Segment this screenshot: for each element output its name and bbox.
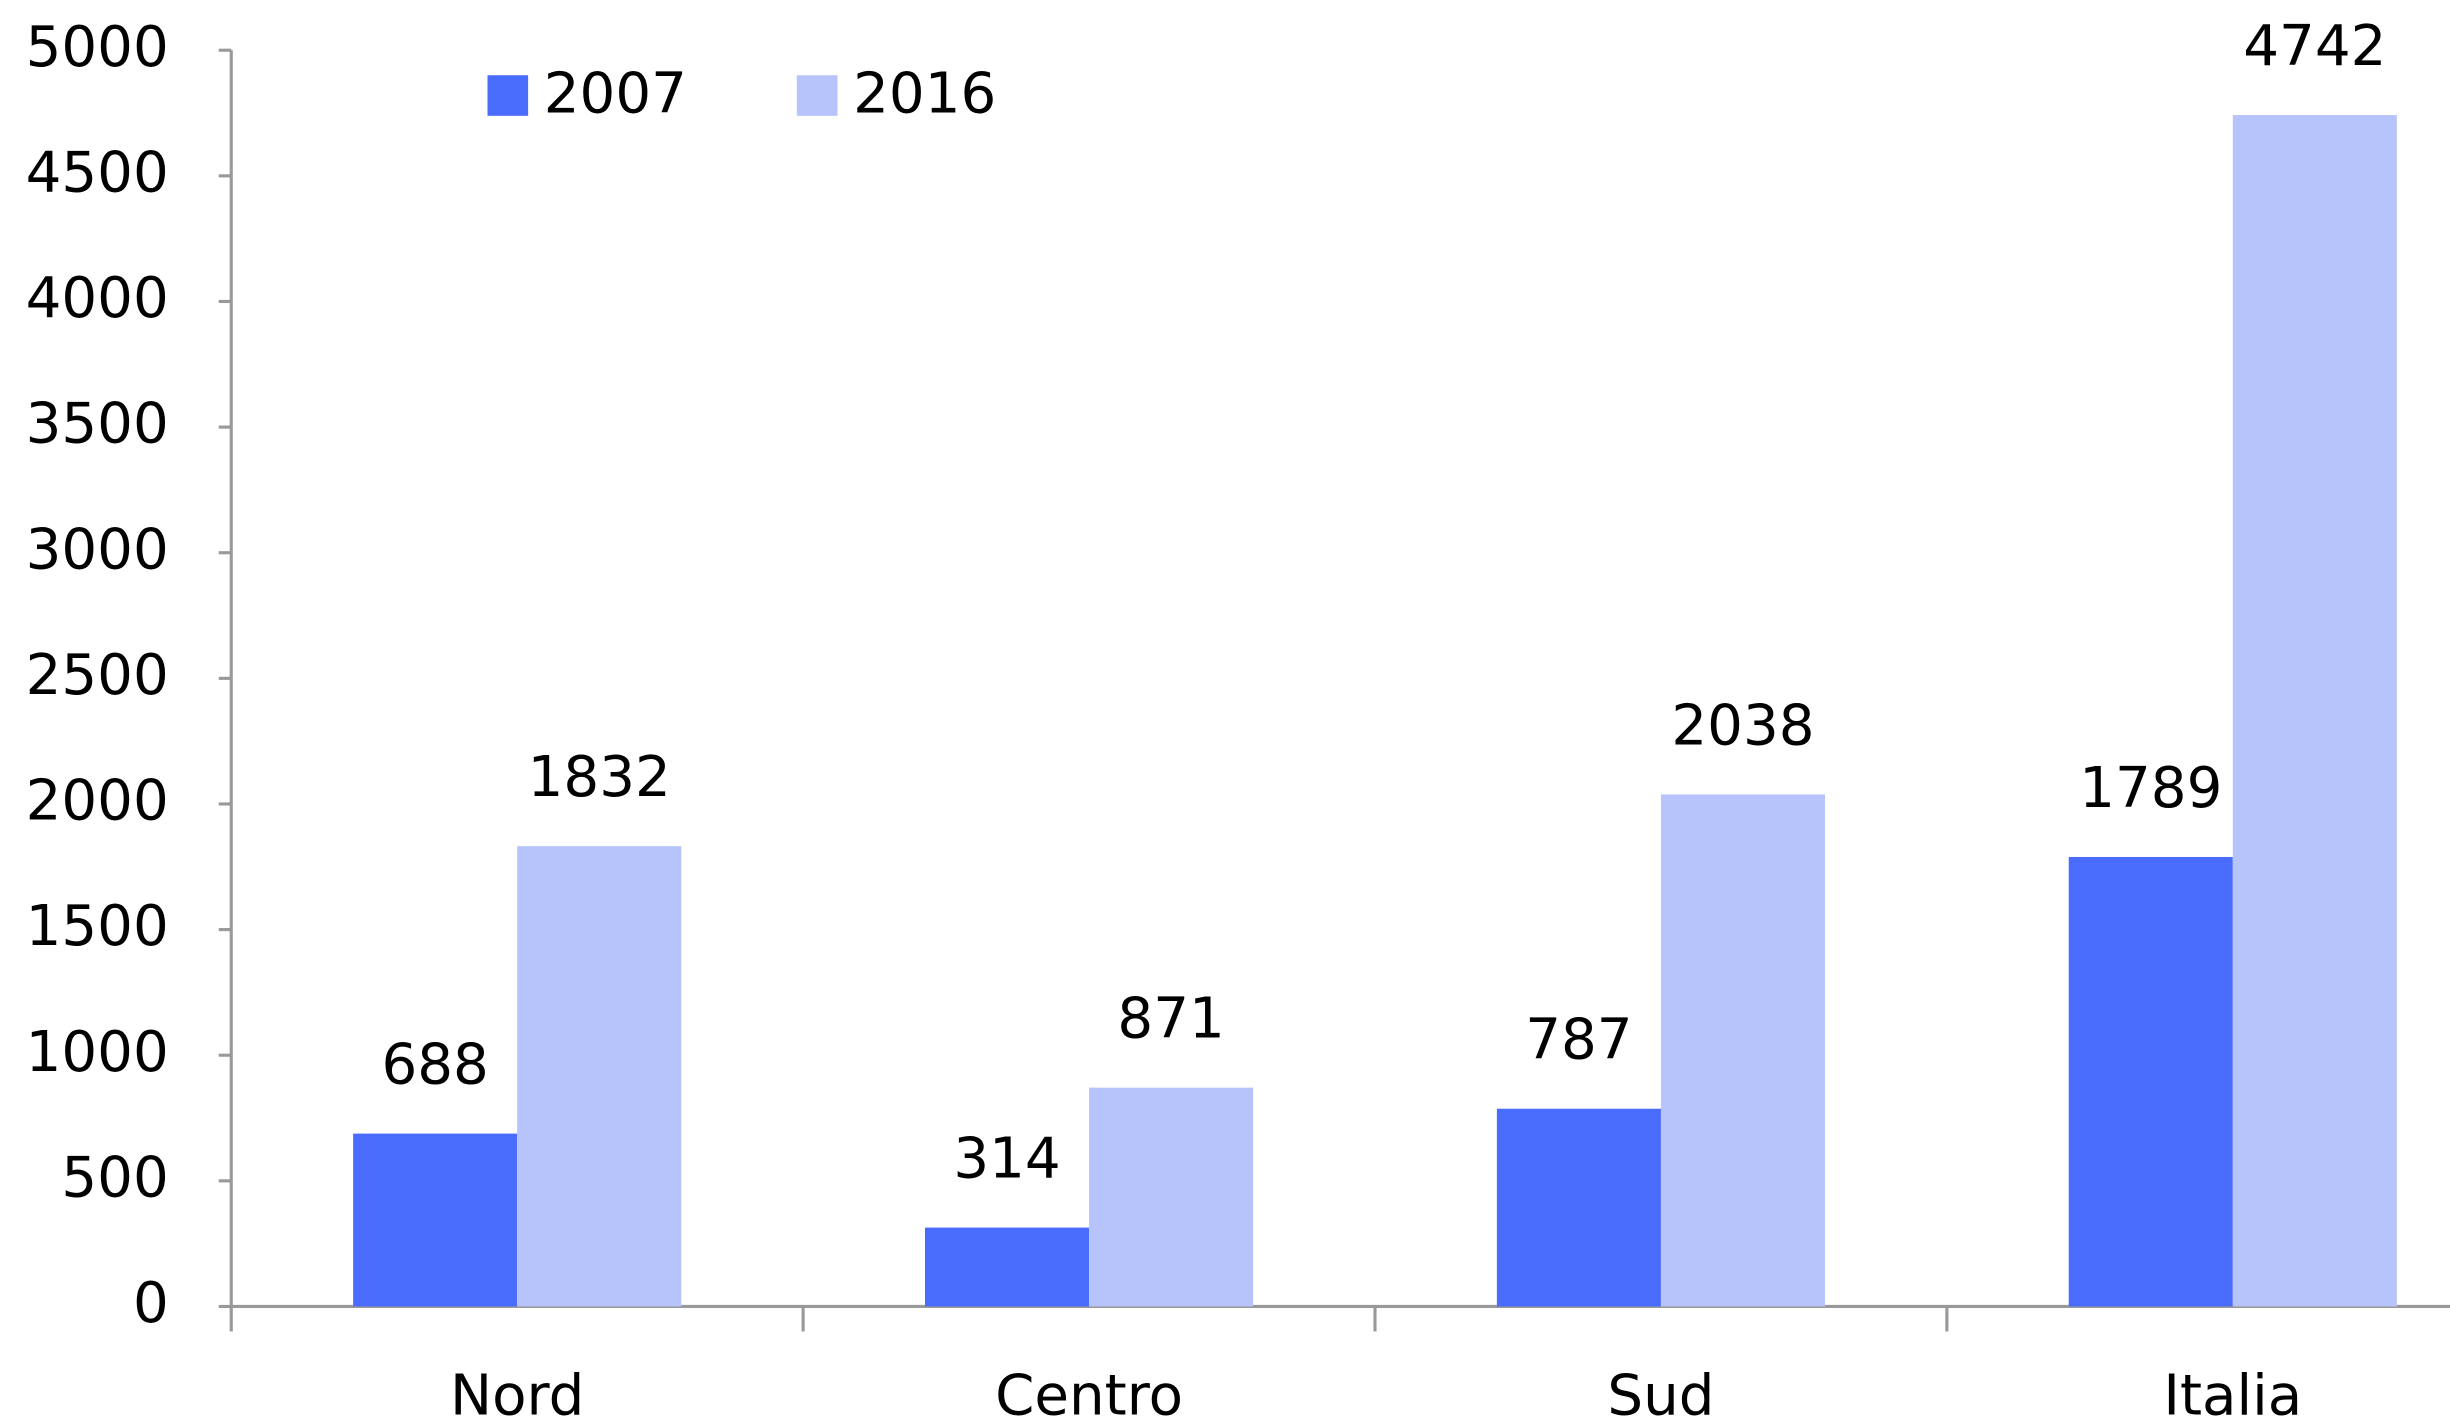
legend-swatch: [487, 75, 529, 116]
bar: [517, 846, 682, 1307]
legend-label: 2016: [853, 62, 996, 127]
y-tick-label: 5000: [26, 15, 169, 80]
data-label: 2038: [1671, 693, 1814, 758]
y-tick-label: 4000: [26, 266, 169, 331]
data-label: 4742: [2243, 14, 2386, 79]
x-tick-label: Italia: [2163, 1363, 2302, 1427]
bar: [925, 1227, 1090, 1307]
y-tick-label: 3500: [26, 392, 169, 457]
x-tick-label: Nord: [450, 1363, 584, 1427]
y-tick-label: 0: [133, 1271, 169, 1336]
bar: [1496, 1108, 1661, 1307]
y-tick-label: 2000: [26, 769, 169, 834]
bar: [2068, 856, 2233, 1307]
y-tick-label: 500: [61, 1145, 168, 1210]
data-label: 787: [1525, 1008, 1632, 1073]
x-tick-label: Centro: [995, 1363, 1183, 1427]
bar: [1089, 1087, 1254, 1307]
data-label: 688: [381, 1033, 488, 1098]
data-label: 314: [953, 1127, 1060, 1192]
bar: [2232, 115, 2397, 1307]
data-label: 1789: [2079, 756, 2222, 821]
data-label: 871: [1117, 987, 1224, 1052]
legend-label: 2007: [544, 62, 687, 127]
y-tick-label: 4500: [26, 140, 169, 205]
bar: [353, 1133, 518, 1307]
y-tick-label: 1500: [26, 894, 169, 959]
x-tick-label: Sud: [1607, 1363, 1714, 1427]
bar: [1660, 794, 1825, 1307]
legend-swatch: [796, 75, 838, 116]
y-tick-label: 2500: [26, 643, 169, 708]
y-tick-label: 1000: [26, 1020, 169, 1085]
data-label: 1832: [528, 745, 671, 810]
y-tick-label: 3000: [26, 517, 169, 582]
